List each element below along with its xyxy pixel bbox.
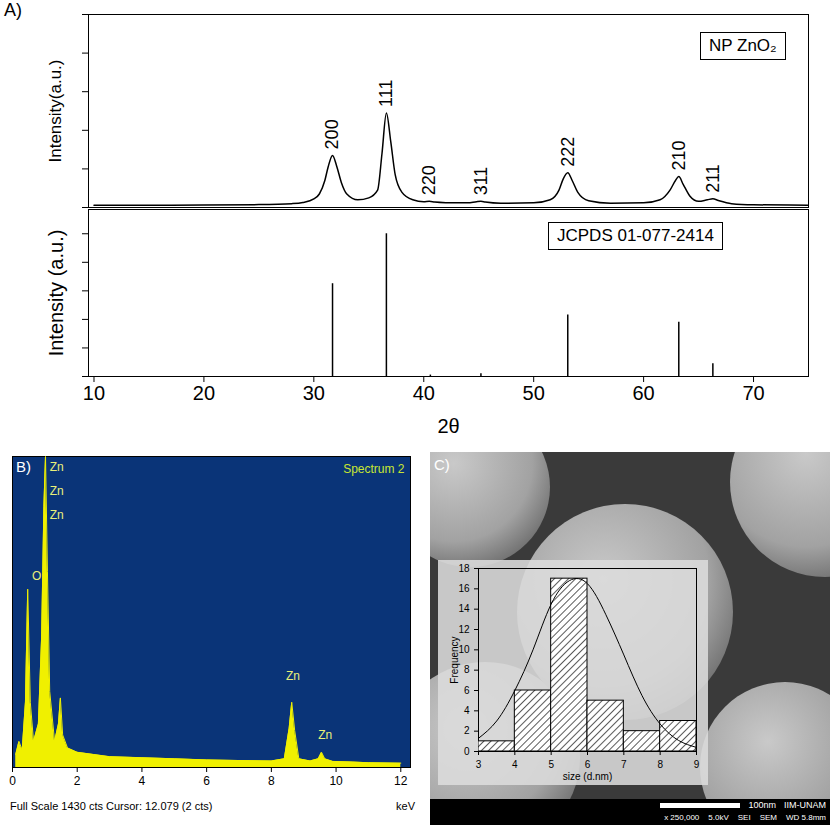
svg-text:210: 210 — [669, 141, 689, 171]
html-text:IIM-UNAM: IIM-UNAM — [784, 800, 826, 810]
html-text:keV: keV — [396, 800, 415, 812]
svg-text:220: 220 — [419, 165, 439, 195]
svg-text:14: 14 — [458, 603, 470, 614]
svg-text:0: 0 — [464, 746, 470, 757]
svg-text:Spectrum 2: Spectrum 2 — [343, 462, 405, 476]
svg-text:Zn: Zn — [50, 484, 64, 498]
html-text:Full Scale 1430 cts Cursor: 12: Full Scale 1430 cts Cursor: 12.079 (2 ct… — [10, 800, 213, 812]
html-text:x 250,000: x 250,000 — [664, 813, 700, 822]
svg-text:4: 4 — [512, 759, 518, 770]
svg-text:9: 9 — [694, 759, 700, 770]
svg-text:Zn: Zn — [286, 669, 300, 683]
svg-text:111: 111 — [376, 80, 396, 107]
svg-text:Intensity(a.u.): Intensity(a.u.) — [46, 60, 65, 163]
svg-text:7: 7 — [621, 759, 627, 770]
svg-text:2: 2 — [74, 774, 81, 788]
svg-text:Zn: Zn — [50, 460, 64, 474]
svg-text:3: 3 — [476, 759, 482, 770]
svg-text:0: 0 — [9, 774, 16, 788]
svg-text:size (d.nm): size (d.nm) — [563, 771, 612, 782]
svg-text:4: 4 — [139, 774, 146, 788]
html-text:NP ZnO₂: NP ZnO₂ — [709, 36, 777, 55]
svg-text:70: 70 — [742, 382, 764, 404]
svg-text:4: 4 — [464, 705, 470, 716]
svg-text:Zn: Zn — [318, 728, 332, 742]
svg-text:311: 311 — [471, 167, 491, 196]
svg-text:40: 40 — [413, 382, 435, 404]
svg-text:2θ: 2θ — [437, 415, 459, 437]
svg-text:8: 8 — [657, 759, 663, 770]
html-text:B): B) — [16, 458, 31, 475]
svg-text:60: 60 — [632, 382, 654, 404]
svg-text:10: 10 — [458, 644, 470, 655]
svg-text:211: 211 — [703, 164, 723, 193]
html-text:JCPDS 01-077-2414: JCPDS 01-077-2414 — [557, 226, 714, 245]
svg-text:5: 5 — [548, 759, 554, 770]
svg-text:8: 8 — [268, 774, 275, 788]
html-text:5.0kV: 5.0kV — [708, 813, 729, 822]
svg-text:222: 222 — [558, 137, 578, 167]
html-text:SEI: SEI — [737, 813, 751, 822]
svg-text:Frequency: Frequency — [449, 636, 460, 683]
svg-text:8: 8 — [464, 664, 470, 675]
svg-text:10: 10 — [329, 774, 343, 788]
svg-text:16: 16 — [458, 583, 470, 594]
svg-text:6: 6 — [464, 685, 470, 696]
svg-text:O: O — [32, 569, 41, 583]
html-text:C): C) — [434, 456, 450, 473]
svg-text:Zn: Zn — [50, 508, 64, 522]
svg-text:18: 18 — [458, 563, 470, 574]
html-text:100nm: 100nm — [748, 800, 776, 810]
svg-text:50: 50 — [523, 382, 545, 404]
html-text:A): A) — [4, 0, 22, 20]
svg-text:20: 20 — [193, 382, 215, 404]
svg-text:12: 12 — [458, 624, 470, 635]
svg-text:Intensity (a.u.): Intensity (a.u.) — [45, 230, 67, 357]
svg-text:2: 2 — [464, 725, 470, 736]
svg-text:10: 10 — [83, 382, 105, 404]
html-text:WD 5.8mm: WD 5.8mm — [786, 813, 826, 822]
svg-text:30: 30 — [303, 382, 325, 404]
html-text:SEM: SEM — [759, 813, 777, 822]
svg-text:12: 12 — [394, 774, 408, 788]
svg-text:200: 200 — [322, 119, 342, 149]
svg-text:6: 6 — [585, 759, 591, 770]
svg-text:6: 6 — [203, 774, 210, 788]
